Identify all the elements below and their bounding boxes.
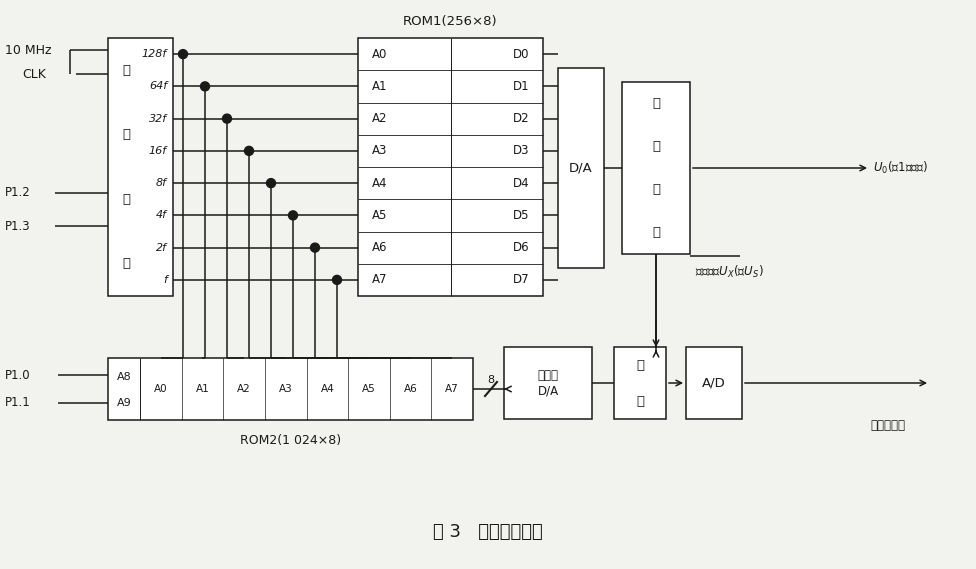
Text: D2: D2 (512, 112, 529, 125)
Text: D3: D3 (512, 145, 529, 158)
Bar (614, 347, 666, 419)
Text: P1.0: P1.0 (5, 369, 30, 382)
Text: 波: 波 (636, 394, 644, 407)
Text: A6: A6 (372, 241, 387, 254)
Text: ROM2(1 024×8): ROM2(1 024×8) (240, 434, 341, 447)
Text: $U_0$(图1信号源): $U_0$(图1信号源) (873, 160, 928, 176)
Bar (108, 358, 473, 420)
Text: A2: A2 (372, 112, 387, 125)
Text: 128f: 128f (142, 49, 167, 59)
Text: A3: A3 (279, 384, 293, 394)
Text: D1: D1 (512, 80, 529, 93)
Text: 图 3   相敏检波电路: 图 3 相敏检波电路 (433, 523, 543, 541)
Circle shape (200, 82, 210, 91)
Text: P1.2: P1.2 (5, 186, 31, 199)
Text: 放: 放 (652, 183, 660, 196)
Text: 64f: 64f (149, 81, 167, 92)
Text: A6: A6 (404, 384, 418, 394)
Text: D/A: D/A (569, 162, 592, 175)
Text: A3: A3 (372, 145, 387, 158)
Text: f: f (163, 275, 167, 285)
Text: 字: 字 (122, 128, 130, 141)
Text: A1: A1 (195, 384, 209, 394)
Text: D7: D7 (512, 273, 529, 286)
Text: 10 MHz: 10 MHz (5, 43, 52, 56)
Text: A4: A4 (372, 176, 387, 189)
Text: 滤: 滤 (652, 97, 660, 110)
Circle shape (289, 211, 298, 220)
Text: D/A: D/A (538, 385, 558, 398)
Text: 4f: 4f (156, 211, 167, 220)
Text: 至微处理器: 至微处理器 (870, 419, 905, 431)
Text: A9: A9 (116, 398, 132, 407)
Text: A4: A4 (320, 384, 334, 394)
Text: ROM1(256×8): ROM1(256×8) (403, 15, 498, 28)
Circle shape (333, 275, 342, 284)
Text: 滤: 滤 (636, 358, 644, 372)
Text: A5: A5 (372, 209, 387, 222)
Text: 大: 大 (652, 226, 660, 239)
Text: 2f: 2f (156, 242, 167, 253)
Text: 32f: 32f (149, 114, 167, 123)
Text: 频: 频 (122, 257, 130, 270)
Text: 被测信号$U_X$(或$U_S$): 被测信号$U_X$(或$U_S$) (695, 264, 763, 280)
Text: A7: A7 (445, 384, 459, 394)
Text: A7: A7 (372, 273, 387, 286)
Bar (686, 347, 742, 419)
Bar (558, 68, 604, 268)
Text: D6: D6 (512, 241, 529, 254)
Text: CLK: CLK (22, 68, 46, 80)
Text: 8: 8 (487, 375, 495, 385)
Text: A0: A0 (154, 384, 168, 394)
Circle shape (223, 114, 231, 123)
Text: P1.3: P1.3 (5, 220, 30, 233)
Text: 16f: 16f (149, 146, 167, 156)
Circle shape (266, 179, 275, 188)
Text: 波: 波 (652, 140, 660, 153)
Text: A8: A8 (116, 372, 132, 382)
Text: P1.1: P1.1 (5, 396, 31, 409)
Bar (504, 347, 592, 419)
Text: 数: 数 (122, 64, 130, 77)
Text: 8f: 8f (156, 178, 167, 188)
Text: D4: D4 (512, 176, 529, 189)
Text: D5: D5 (512, 209, 529, 222)
Text: A/D: A/D (702, 377, 726, 390)
Circle shape (179, 50, 187, 59)
Bar (358, 38, 543, 296)
Text: D0: D0 (512, 48, 529, 61)
Text: 乘法型: 乘法型 (538, 369, 558, 381)
Circle shape (310, 243, 319, 252)
Text: A1: A1 (372, 80, 387, 93)
Text: A5: A5 (362, 384, 376, 394)
Circle shape (245, 146, 254, 155)
Text: A0: A0 (372, 48, 387, 61)
Bar (108, 38, 173, 296)
Text: 分: 分 (122, 193, 130, 206)
Text: A2: A2 (237, 384, 251, 394)
Bar (622, 82, 690, 254)
